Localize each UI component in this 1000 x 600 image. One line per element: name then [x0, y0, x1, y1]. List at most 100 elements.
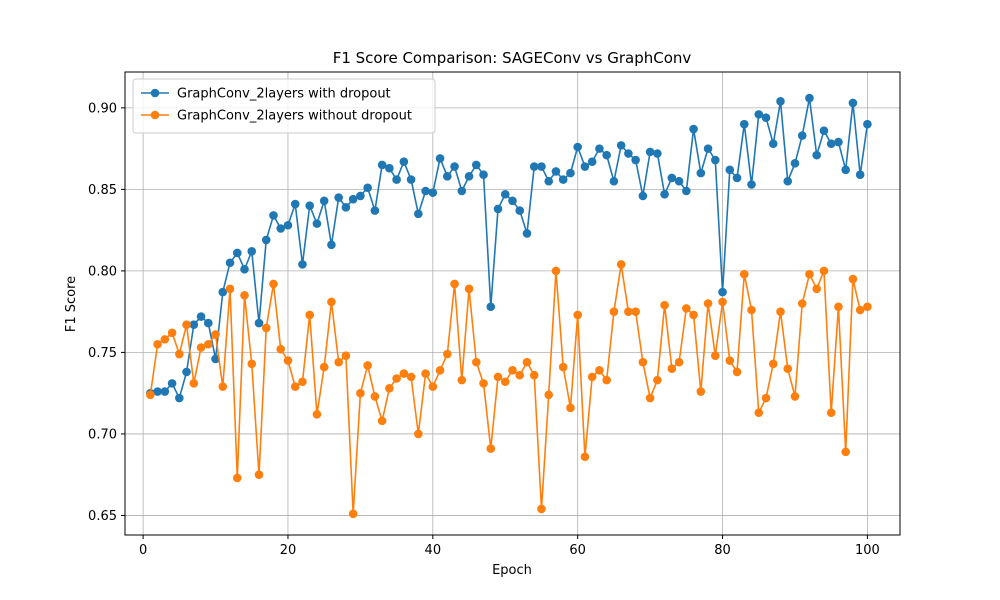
data-point	[790, 158, 800, 168]
data-point	[703, 299, 713, 308]
data-point	[385, 163, 394, 173]
data-point	[319, 196, 329, 206]
data-point	[725, 165, 735, 175]
plot-series	[146, 93, 872, 519]
x-axis-ticks: 0 20 40 60 80 100	[139, 535, 880, 558]
data-point	[211, 354, 220, 364]
data-point	[500, 377, 510, 387]
data-point	[319, 362, 329, 372]
data-point	[732, 367, 742, 377]
data-point	[471, 160, 481, 170]
chart-title: F1 Score Comparison: SAGEConv vs GraphCo…	[333, 49, 692, 67]
data-point	[645, 147, 655, 157]
data-point	[645, 393, 655, 403]
x-tick-label: 20	[280, 543, 297, 558]
data-point	[385, 383, 394, 393]
data-point	[167, 328, 177, 338]
data-point	[153, 339, 162, 349]
data-point	[776, 307, 785, 316]
data-point	[327, 240, 336, 250]
data-point	[356, 191, 365, 201]
data-point	[616, 141, 626, 150]
data-point	[160, 335, 170, 344]
data-point	[587, 157, 597, 166]
data-point	[515, 370, 525, 380]
data-point	[566, 403, 575, 413]
data-point	[450, 162, 459, 171]
x-tick-label: 0	[139, 543, 147, 558]
y-tick-label: 0.80	[88, 264, 117, 279]
data-point	[826, 408, 836, 418]
data-point	[768, 359, 778, 369]
data-point	[522, 229, 532, 238]
data-point	[479, 379, 488, 388]
series-line	[149, 263, 868, 515]
data-point	[283, 356, 293, 365]
data-point	[660, 189, 669, 199]
data-point	[290, 199, 300, 209]
data-point	[580, 162, 590, 171]
data-point	[544, 176, 554, 186]
data-point	[283, 220, 293, 230]
data-point	[529, 370, 539, 380]
data-point	[348, 194, 358, 204]
data-point	[182, 367, 191, 377]
data-point	[660, 300, 669, 310]
data-point	[298, 377, 307, 387]
data-point	[196, 312, 206, 321]
data-point	[631, 155, 640, 165]
data-point	[196, 343, 206, 352]
data-point	[674, 357, 684, 367]
data-point	[406, 372, 416, 382]
data-point	[776, 97, 785, 106]
data-point	[203, 339, 213, 349]
data-point	[609, 176, 619, 186]
data-point	[711, 155, 720, 165]
y-axis-label: F1 Score	[64, 276, 79, 332]
data-point	[718, 287, 727, 297]
x-tick-label: 40	[425, 543, 442, 558]
data-point	[450, 279, 459, 289]
data-point	[211, 330, 220, 339]
legend-marker	[150, 88, 160, 98]
series-1	[146, 93, 872, 403]
y-tick-label: 0.90	[88, 101, 117, 116]
data-point	[537, 504, 546, 514]
data-point	[189, 379, 199, 388]
data-point	[327, 297, 336, 307]
data-point	[863, 302, 872, 312]
data-point	[848, 274, 858, 284]
data-point	[834, 137, 843, 147]
data-point	[443, 349, 452, 359]
data-point	[370, 206, 380, 215]
data-point	[399, 369, 409, 378]
data-point	[529, 162, 539, 171]
data-point	[479, 170, 488, 180]
series-line	[150, 97, 869, 399]
data-point	[298, 260, 307, 269]
data-point	[254, 318, 264, 328]
data-point	[269, 279, 278, 289]
data-point	[747, 305, 756, 315]
data-point	[551, 266, 561, 276]
data-point	[471, 357, 481, 367]
data-point	[175, 393, 184, 403]
data-point	[493, 204, 503, 214]
data-point	[261, 323, 271, 333]
data-point	[573, 142, 582, 152]
data-point	[566, 168, 575, 178]
data-point	[175, 349, 184, 359]
legend-box	[132, 78, 436, 134]
data-point	[848, 98, 858, 108]
data-point	[826, 139, 836, 149]
data-point	[587, 372, 597, 382]
data-point	[392, 175, 401, 184]
data-point	[841, 447, 850, 457]
data-point	[725, 356, 735, 365]
data-point	[377, 160, 387, 170]
data-point	[392, 374, 401, 383]
legend-label: GraphConv_2layers without dropout	[177, 109, 412, 124]
data-point	[428, 188, 438, 197]
data-point	[841, 165, 850, 175]
